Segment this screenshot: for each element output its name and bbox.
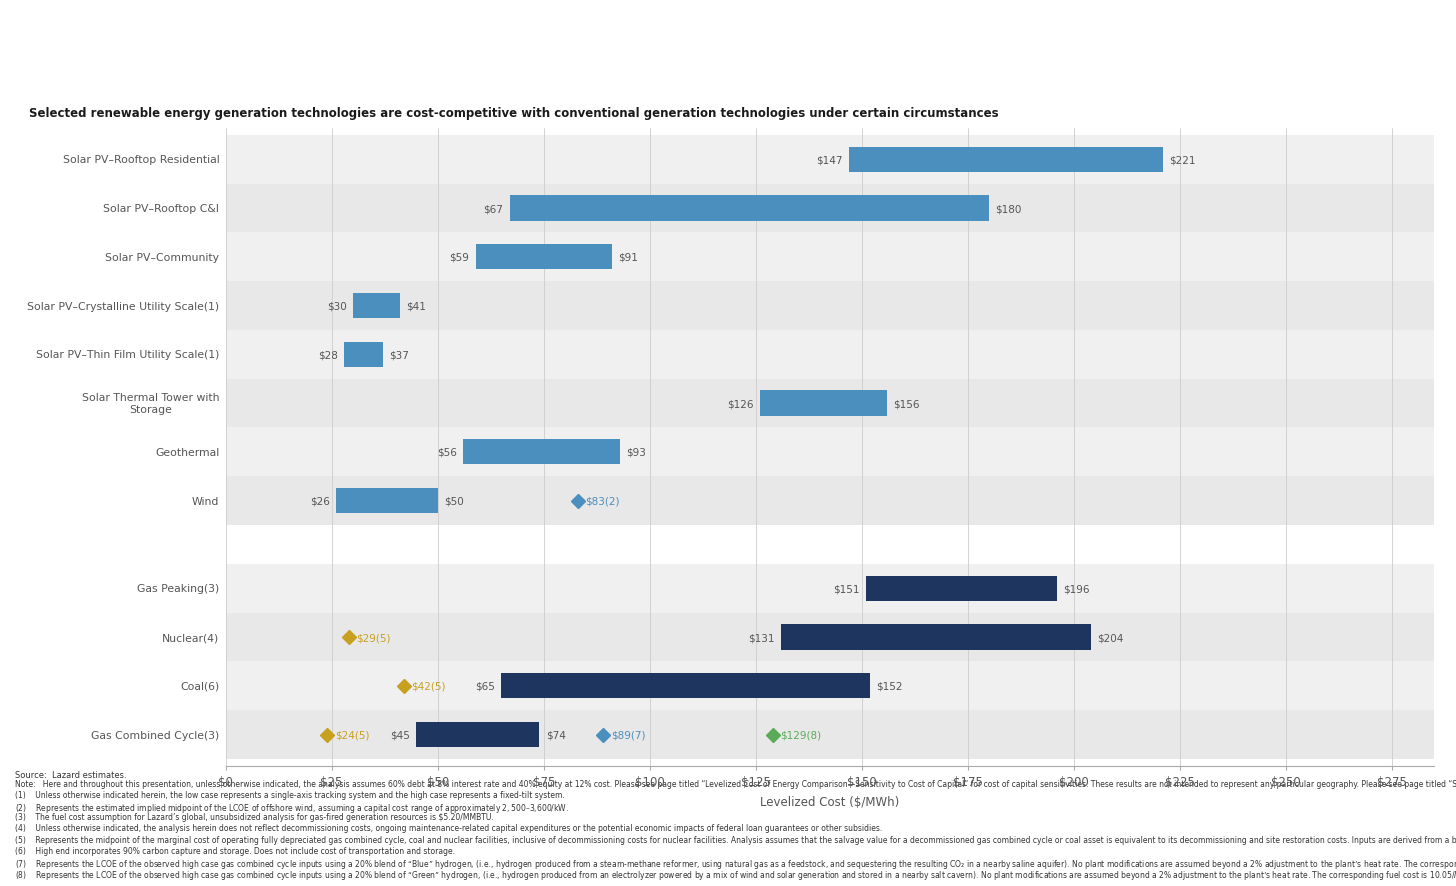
Text: $126: $126	[727, 399, 754, 408]
Bar	[226, 282, 1434, 330]
Text: Coal(6): Coal(6)	[181, 681, 220, 691]
Text: Selected renewable energy generation technologies are cost-competitive with conv: Selected renewable energy generation tec…	[29, 107, 999, 120]
Text: Solar PV–Thin Film Utility Scale(1): Solar PV–Thin Film Utility Scale(1)	[36, 350, 220, 360]
Bar	[501, 673, 871, 699]
Text: (3)    The fuel cost assumption for Lazard’s global, unsubsidized analysis for g: (3) The fuel cost assumption for Lazard’…	[15, 812, 494, 821]
Text: (7)    Represents the LCOE of the observed high case gas combined cycle inputs u: (7) Represents the LCOE of the observed …	[15, 857, 1456, 869]
Text: $24(5): $24(5)	[335, 730, 370, 740]
Text: $196: $196	[1063, 584, 1089, 594]
Text: $28: $28	[319, 350, 338, 360]
Text: (1)    Unless otherwise indicated herein, the low case represents a single-axis : (1) Unless otherwise indicated herein, t…	[15, 790, 565, 799]
Bar	[336, 488, 438, 514]
Text: (2)    Represents the estimated implied midpoint of the LCOE of offshore wind, a: (2) Represents the estimated implied mid…	[15, 802, 569, 814]
Bar	[226, 184, 1434, 233]
Text: Geothermal: Geothermal	[156, 447, 220, 457]
Text: (6)    High end incorporates 90% carbon capture and storage. Does not include co: (6) High end incorporates 90% carbon cap…	[15, 845, 454, 855]
Text: Gas Combined Cycle(3): Gas Combined Cycle(3)	[92, 730, 220, 740]
Bar	[352, 293, 399, 319]
Bar	[476, 245, 612, 270]
Bar	[226, 564, 1434, 613]
Bar	[510, 196, 989, 222]
Text: Solar PV–Rooftop Residential: Solar PV–Rooftop Residential	[63, 155, 220, 165]
Text: $221: $221	[1169, 155, 1195, 165]
Bar	[226, 136, 1434, 184]
Text: Conventional: Conventional	[68, 656, 162, 668]
Text: $26: $26	[310, 496, 329, 506]
Bar	[345, 342, 383, 368]
Bar	[866, 576, 1057, 602]
Text: $41: $41	[406, 301, 425, 311]
Text: Wind: Wind	[192, 496, 220, 506]
Text: $29(5): $29(5)	[357, 633, 390, 642]
Text: Solar PV–Crystalline Utility Scale(1): Solar PV–Crystalline Utility Scale(1)	[28, 301, 220, 311]
Text: $151: $151	[833, 584, 859, 594]
Text: $65: $65	[475, 681, 495, 691]
Text: Note:   Here and throughout this presentation, unless otherwise indicated, the a: Note: Here and throughout this presentat…	[15, 780, 1456, 789]
Bar	[782, 625, 1091, 650]
Text: $59: $59	[450, 253, 469, 262]
X-axis label: Levelized Cost ($/MWh): Levelized Cost ($/MWh)	[760, 795, 900, 808]
Text: (4)    Unless otherwise indicated, the analysis herein does not reflect decommis: (4) Unless otherwise indicated, the anal…	[15, 824, 882, 833]
Bar	[226, 379, 1434, 428]
Bar	[416, 722, 540, 748]
Text: $50: $50	[444, 496, 464, 506]
Text: (8)    Represents the LCOE of the observed high case gas combined cycle inputs u: (8) Represents the LCOE of the observed …	[15, 867, 1456, 881]
Text: Solar Thermal Tower with
Storage: Solar Thermal Tower with Storage	[82, 392, 220, 415]
Bar	[226, 711, 1434, 759]
Bar	[226, 428, 1434, 477]
Bar	[226, 662, 1434, 711]
Bar	[849, 147, 1163, 173]
Text: (5)    Represents the midpoint of the marginal cost of operating fully depreciat: (5) Represents the midpoint of the margi…	[15, 835, 1456, 843]
Bar	[760, 391, 887, 416]
Text: Nuclear(4): Nuclear(4)	[162, 633, 220, 642]
Text: $30: $30	[326, 301, 347, 311]
Text: $67: $67	[483, 204, 504, 214]
Text: $83(2): $83(2)	[585, 496, 620, 506]
Text: $37: $37	[389, 350, 409, 360]
Text: $45: $45	[390, 730, 411, 740]
Bar	[226, 477, 1434, 525]
Text: $147: $147	[817, 155, 843, 165]
Text: $129(8): $129(8)	[780, 730, 821, 740]
Bar	[463, 439, 620, 465]
Text: Gas Peaking(3): Gas Peaking(3)	[137, 584, 220, 594]
Text: Levelized Cost of Energy Comparison—Unsubsidized Analysis: Levelized Cost of Energy Comparison—Unsu…	[17, 27, 542, 43]
Text: Source:  Lazard estimates.: Source: Lazard estimates.	[15, 770, 127, 779]
Text: $204: $204	[1096, 633, 1124, 642]
Text: $156: $156	[894, 399, 920, 408]
Bar	[226, 330, 1434, 379]
Bar	[226, 233, 1434, 282]
Text: $74: $74	[546, 730, 566, 740]
Text: Solar PV–Rooftop C&I: Solar PV–Rooftop C&I	[103, 204, 220, 214]
Text: Solar PV–Community: Solar PV–Community	[105, 253, 220, 262]
Bar	[226, 613, 1434, 662]
Text: $42(5): $42(5)	[412, 681, 446, 691]
Text: $89(7): $89(7)	[610, 730, 645, 740]
Text: $152: $152	[877, 681, 903, 691]
Text: $131: $131	[748, 633, 775, 642]
Text: Renewable
Energy: Renewable Energy	[77, 316, 153, 345]
Text: $56: $56	[437, 447, 457, 457]
Text: $91: $91	[617, 253, 638, 262]
Text: $180: $180	[996, 204, 1022, 214]
Text: $93: $93	[626, 447, 646, 457]
